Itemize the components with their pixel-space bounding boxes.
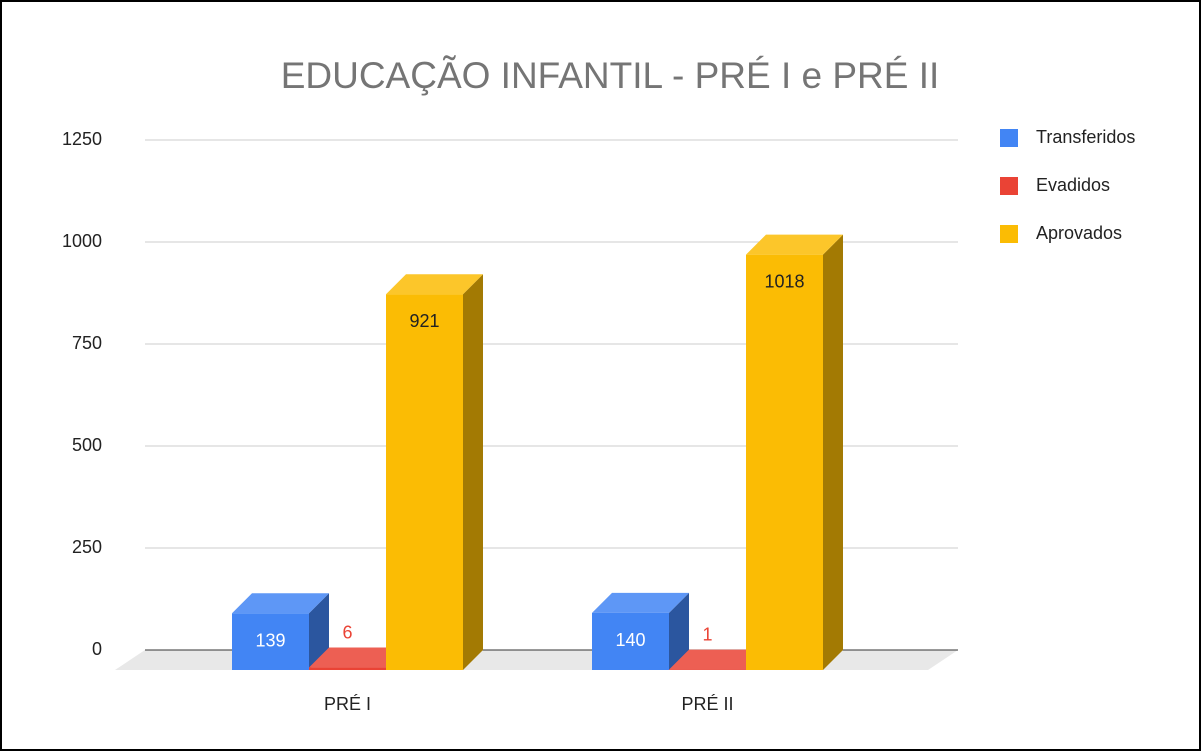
legend-label: Evadidos [1036, 175, 1110, 195]
bar-top [592, 592, 689, 613]
data-label: 6 [342, 622, 352, 642]
data-label: 1018 [764, 271, 804, 291]
y-tick-label: 1250 [62, 129, 102, 149]
bar [746, 254, 823, 670]
bar-side [823, 234, 843, 670]
bar-side [309, 593, 329, 670]
data-label: 140 [615, 630, 645, 650]
bar-top [746, 234, 843, 255]
legend-swatch [1000, 177, 1018, 195]
bar-top [386, 274, 483, 295]
bar-top [309, 647, 406, 668]
y-tick-label: 250 [72, 537, 102, 557]
data-label: 139 [255, 630, 285, 650]
y-tick-label: 500 [72, 435, 102, 455]
legend-label: Aprovados [1036, 223, 1122, 243]
data-label: 921 [409, 311, 439, 331]
bar [309, 667, 386, 670]
bar [386, 294, 463, 670]
legend-swatch [1000, 129, 1018, 147]
bar-side [463, 274, 483, 670]
y-tick-label: 0 [92, 639, 102, 659]
data-label: 1 [702, 624, 712, 644]
legend-swatch [1000, 225, 1018, 243]
bar [592, 612, 669, 670]
y-tick-label: 750 [72, 333, 102, 353]
chart-title: EDUCAÇÃO INFANTIL - PRÉ I e PRÉ II [281, 55, 940, 96]
x-tick-label: PRÉ II [681, 694, 733, 714]
bar-top [232, 593, 329, 614]
bar [232, 613, 309, 670]
legend-label: Transferidos [1036, 127, 1135, 147]
bar-top [669, 649, 766, 670]
x-tick-label: PRÉ I [324, 694, 371, 714]
bar-side [669, 592, 689, 670]
y-tick-label: 1000 [62, 231, 102, 251]
